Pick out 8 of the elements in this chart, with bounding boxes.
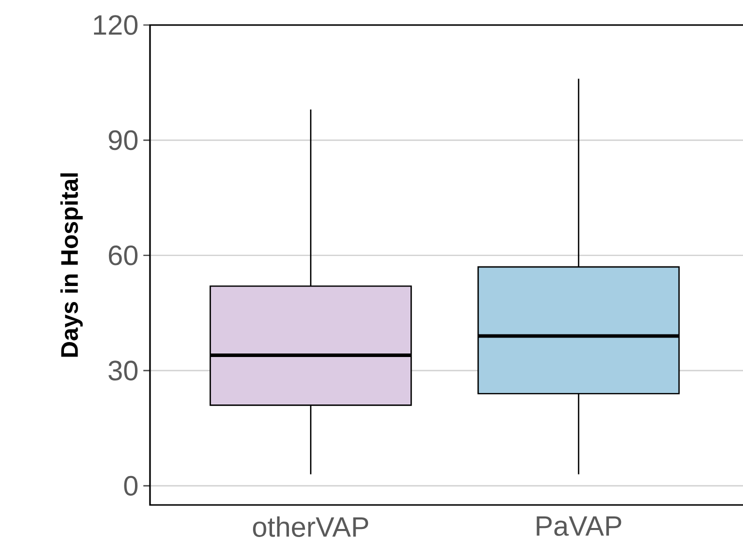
x-tick-label: PaVAP: [536, 516, 622, 536]
y-tick-label: 120: [94, 15, 138, 35]
y-tick-label: 0: [124, 476, 138, 496]
y-tick-label: 90: [108, 130, 138, 150]
y-tick-label: 60: [108, 245, 138, 266]
y-axis-title: Days in Hospital: [60, 173, 83, 357]
x-tick-label: otherVAP: [253, 516, 368, 537]
y-tick-label: 30: [108, 360, 138, 381]
